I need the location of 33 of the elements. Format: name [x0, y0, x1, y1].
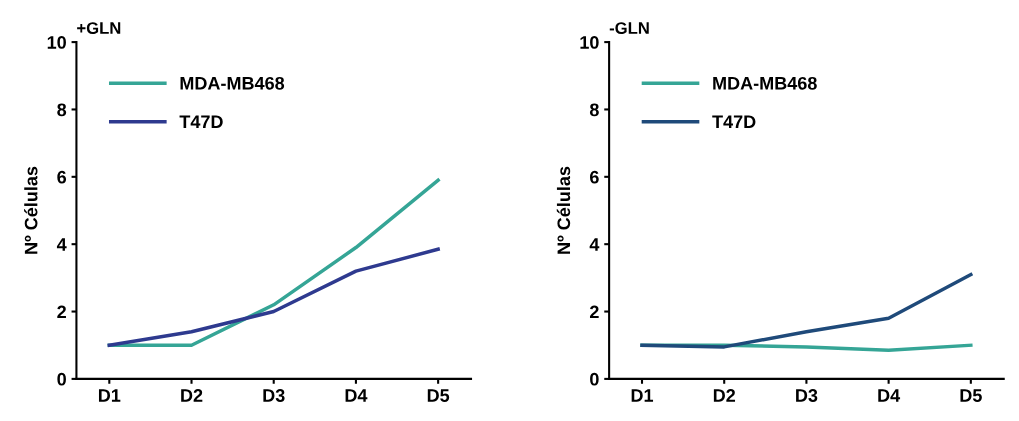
- x-tick-label: D4: [345, 389, 368, 402]
- x-tick-label: D2: [181, 389, 203, 402]
- legend-label: T47D: [179, 115, 223, 128]
- x-tick-label: D1: [98, 389, 121, 402]
- chart-title: +GLN: [77, 22, 121, 34]
- y-tick-label: 10: [580, 36, 599, 49]
- line-series: [107, 178, 440, 347]
- x-tick-label: D1: [631, 389, 654, 402]
- y-tick-label: 4: [589, 238, 600, 251]
- y-tick-label: 8: [589, 103, 599, 117]
- y-axis-title: Nº Células: [24, 166, 38, 254]
- line-series: [107, 247, 440, 347]
- y-tick-label: 4: [56, 238, 67, 251]
- legend-label: MDA-MB468: [180, 76, 285, 90]
- y-tick-label: 8: [57, 103, 67, 117]
- legend-label: MDA-MB468: [713, 76, 817, 90]
- y-tick-label: 10: [47, 36, 66, 49]
- y-tick-label: 2: [57, 305, 66, 319]
- chart-title: -GLN: [609, 22, 649, 34]
- y-tick-label: 6: [590, 170, 599, 184]
- x-tick-label: D3: [796, 389, 818, 402]
- y-tick-label: 6: [57, 170, 67, 184]
- x-tick-label: D3: [263, 389, 285, 402]
- line-series: [640, 272, 973, 349]
- x-tick-label: D5: [427, 389, 450, 402]
- legend-label: T47D: [712, 115, 756, 128]
- x-tick-label: D5: [960, 389, 982, 402]
- y-axis-title: Nº Células: [556, 166, 571, 254]
- y-tick-label: 0: [590, 372, 599, 386]
- x-tick-label: D2: [713, 389, 736, 402]
- y-tick-label: 2: [589, 305, 599, 319]
- x-tick-label: D4: [878, 389, 901, 402]
- y-tick-label: 0: [57, 372, 66, 386]
